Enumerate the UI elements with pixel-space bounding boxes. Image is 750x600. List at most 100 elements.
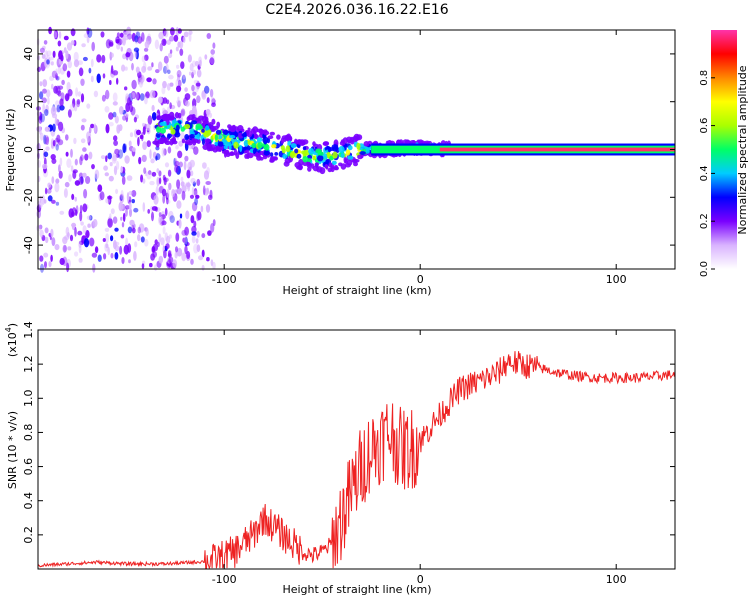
spectrogram-cell — [181, 229, 187, 236]
spectrogram-cell — [332, 151, 338, 159]
spectrogram-cell — [192, 181, 196, 187]
spectrogram-cell — [276, 134, 281, 140]
spectrogram-cell — [131, 62, 134, 71]
snr-y-multiplier-exp: 4 — [4, 327, 13, 332]
spectrogram-cell — [201, 249, 205, 258]
spectrogram-cell — [263, 144, 270, 151]
spectrogram-cell — [169, 35, 175, 42]
spectrogram-cell — [60, 54, 64, 62]
spectrogram-cell — [105, 243, 109, 249]
spectrogram-cell — [204, 85, 210, 94]
x-tick-label: 0 — [417, 573, 424, 586]
spectrogram-cell — [124, 86, 128, 91]
spectrogram-cell — [190, 258, 194, 265]
spectrogram-cell — [59, 257, 65, 266]
spectrogram-cell — [131, 199, 135, 204]
spectrogram-cell — [72, 169, 78, 174]
spectrogram-cell — [74, 226, 77, 237]
colorbar-label: Normalized spectral amplitude — [736, 65, 749, 234]
spectrogram-cell — [63, 47, 67, 54]
spectrogram-cell — [129, 208, 132, 218]
spectrogram-cell — [179, 48, 184, 56]
spectrogram-cell — [105, 233, 110, 244]
spectrogram-cell — [121, 175, 126, 185]
spectrogram-cell — [257, 141, 264, 149]
spectrogram-cell — [78, 240, 82, 248]
spectrogram-cell — [174, 164, 179, 173]
spectrogram-cell — [192, 91, 197, 96]
spectrogram-cell — [100, 155, 106, 160]
spectrogram-cell — [233, 131, 239, 138]
spectrogram-cell — [155, 155, 158, 161]
spectrogram-cell — [72, 98, 76, 108]
spectrogram-line-core — [439, 147, 675, 152]
spectrogram-cell — [126, 192, 130, 202]
spectrogram-cell — [283, 161, 290, 167]
spectrogram-cell — [180, 126, 185, 132]
spectrogram-cell — [67, 246, 72, 251]
spectrogram-cell — [88, 126, 92, 134]
spectrogram-cell — [246, 130, 253, 138]
spectrogram-cell — [192, 138, 199, 144]
spectrogram-cell — [235, 152, 240, 159]
spectrogram-cell — [158, 61, 163, 71]
spectrogram-cell — [363, 141, 370, 147]
spectrogram-cell — [73, 59, 80, 68]
spectrogram-cell — [97, 254, 102, 262]
spectrogram-cell — [113, 140, 118, 147]
spectrogram-cell — [247, 127, 251, 132]
spectrogram-cell — [161, 147, 166, 157]
spectrogram-cell — [175, 232, 180, 242]
spectrogram-cell — [212, 147, 218, 153]
spectrogram-cell — [44, 135, 49, 143]
spectrogram-cell — [190, 170, 194, 177]
spectrogram-cell — [114, 115, 119, 124]
spectrogram-y-axis-label: Frequency (Hz) — [4, 109, 17, 192]
spectrogram-cell — [128, 190, 133, 196]
spectrogram-cell — [124, 155, 130, 164]
spectrogram-cell — [359, 151, 366, 155]
spectrogram-cell — [110, 252, 114, 259]
spectrogram-cell — [92, 263, 96, 273]
spectrogram-cell — [50, 106, 57, 116]
spectrogram-cell — [212, 219, 216, 227]
snr-y-multiplier-prefix: (x10 — [6, 332, 19, 357]
spectrogram-cell — [125, 51, 129, 61]
spectrogram-cell — [131, 92, 136, 99]
spectrogram-cell — [202, 162, 207, 169]
spectrogram-cell — [210, 126, 217, 132]
spectrogram-cell — [62, 236, 68, 245]
spectrogram-cell — [196, 117, 201, 122]
colorbar-gradient — [711, 30, 737, 269]
spectrogram-cell — [120, 46, 124, 52]
spectrogram-cell — [115, 188, 119, 194]
spectrogram-cell — [149, 149, 152, 160]
spectrogram-cell — [196, 230, 200, 238]
spectrogram-cell — [155, 185, 159, 196]
spectrogram-cell — [79, 211, 83, 222]
spectrogram-cell — [53, 85, 59, 94]
spectrogram-cell — [66, 81, 71, 92]
y-tick-label: 0.2 — [22, 526, 35, 544]
spectrogram-cell — [156, 133, 161, 138]
spectrogram-cell — [76, 99, 81, 105]
spectrogram-cell — [169, 215, 175, 224]
spectrogram-cell — [302, 146, 307, 151]
spectrogram-cell — [94, 169, 100, 180]
spectrogram-cell — [173, 34, 179, 42]
spectrogram-cell — [195, 238, 199, 244]
spectrogram-cell — [176, 179, 181, 189]
spectrogram-cell — [63, 35, 69, 41]
spectrogram-cell — [223, 145, 228, 150]
spectrogram-cell — [205, 181, 211, 185]
spectrogram-cell — [112, 70, 119, 76]
spectrogram-cell — [67, 232, 70, 238]
spectrogram-cell — [192, 69, 197, 76]
spectrogram-cell — [113, 165, 118, 176]
spectrogram-cell — [52, 50, 56, 58]
spectrogram-cell — [65, 134, 69, 141]
spectrogram-cell — [121, 64, 126, 72]
spectrogram-cell — [335, 147, 340, 153]
spectrogram-cell — [161, 38, 167, 46]
